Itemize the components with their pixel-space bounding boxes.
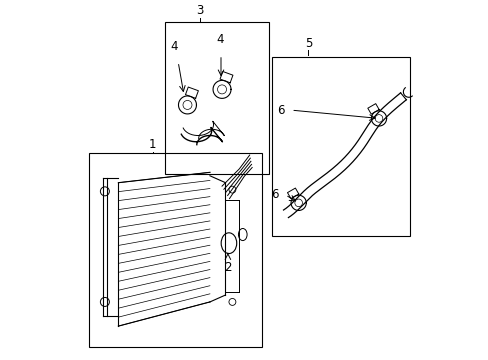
Text: 4: 4	[169, 40, 177, 53]
Text: 6: 6	[277, 104, 285, 117]
Text: 6: 6	[271, 188, 279, 201]
Text: 3: 3	[196, 4, 203, 17]
Text: 5: 5	[304, 37, 311, 50]
Bar	[164, 22, 268, 174]
Text: 2: 2	[224, 261, 231, 274]
Bar	[272, 57, 409, 236]
Text: 4: 4	[216, 33, 224, 46]
Bar	[89, 153, 261, 347]
Text: 1: 1	[149, 138, 156, 150]
